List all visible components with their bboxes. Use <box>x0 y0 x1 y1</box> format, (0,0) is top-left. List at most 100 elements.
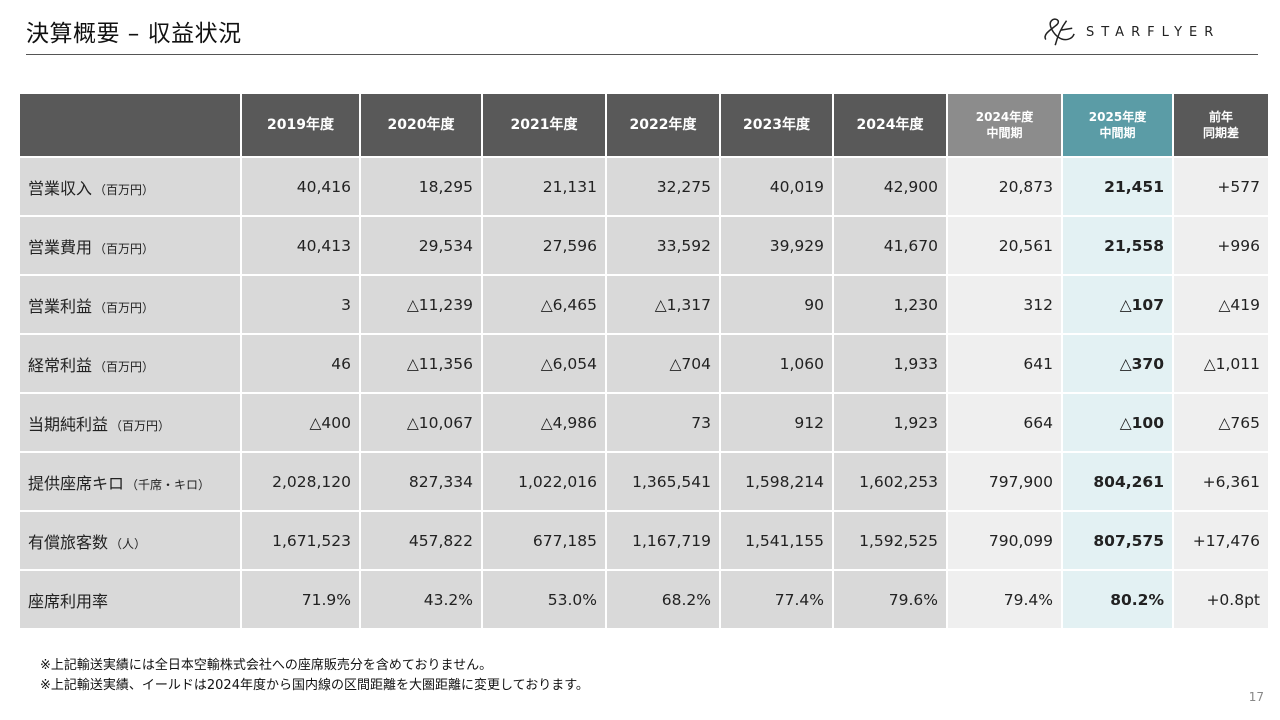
table-cell: 42,900 <box>834 158 948 217</box>
table-cell: 90 <box>721 276 834 335</box>
table-cell: 20,561 <box>948 217 1063 276</box>
table-cell: 71.9% <box>242 571 361 630</box>
table-cell: 80.2% <box>1063 571 1174 630</box>
row-label: 経常利益 （百万円） <box>20 335 242 394</box>
table-cell: 68.2% <box>607 571 721 630</box>
table-cell: 3 <box>242 276 361 335</box>
table-cell: △1,011 <box>1174 335 1270 394</box>
row-label: 営業収入 （百万円） <box>20 158 242 217</box>
row-label: 有償旅客数 （人） <box>20 512 242 571</box>
table-cell: 1,060 <box>721 335 834 394</box>
table-cell: 797,900 <box>948 453 1063 512</box>
brand-logo: STARFLYER <box>1040 14 1260 50</box>
table-row: 営業利益 （百万円） 3 △11,239 △6,465 △1,317 90 1,230 312 △… <box>20 276 1270 335</box>
table-row: 提供座席キロ （千席・キロ） 2,028,120 827,334 1,022,016 1,… <box>20 453 1270 512</box>
table-cell: △765 <box>1174 394 1270 453</box>
column-header: 2022年度 <box>607 94 721 158</box>
table-cell: 1,365,541 <box>607 453 721 512</box>
table-cell: △6,465 <box>483 276 607 335</box>
column-header: 2020年度 <box>361 94 483 158</box>
page-title: 決算概要 – 収益状況 <box>26 21 242 47</box>
table-cell: △107 <box>1063 276 1174 335</box>
row-unit: （百万円） <box>94 359 155 374</box>
table-cell: 457,822 <box>361 512 483 571</box>
column-header: 2021年度 <box>483 94 607 158</box>
table-cell: △4,986 <box>483 394 607 453</box>
table-cell: 27,596 <box>483 217 607 276</box>
row-label-text: 座席利用率 <box>28 591 109 611</box>
row-unit: （百万円） <box>110 418 171 433</box>
table-cell: 43.2% <box>361 571 483 630</box>
row-label-text: 当期純利益 <box>28 414 109 434</box>
table-cell: +6,361 <box>1174 453 1270 512</box>
table-cell: 40,416 <box>242 158 361 217</box>
table-cell: 1,167,719 <box>607 512 721 571</box>
table-cell: 40,019 <box>721 158 834 217</box>
table-cell: 2,028,120 <box>242 453 361 512</box>
row-label-text: 営業収入 <box>28 178 93 198</box>
table-row: 営業費用 （百万円） 40,413 29,534 27,596 33,592 39,929 4… <box>20 217 1270 276</box>
row-label: 営業利益 （百万円） <box>20 276 242 335</box>
row-label-text: 営業利益 <box>28 296 93 316</box>
table-cell: 39,929 <box>721 217 834 276</box>
row-label: 当期純利益 （百万円） <box>20 394 242 453</box>
table-cell: 79.6% <box>834 571 948 630</box>
table-cell: △10,067 <box>361 394 483 453</box>
table-cell: 21,131 <box>483 158 607 217</box>
table-cell: +17,476 <box>1174 512 1270 571</box>
row-unit: （百万円） <box>94 182 155 197</box>
table-cell: 1,923 <box>834 394 948 453</box>
footnotes: ※上記輸送実績には全日本空輸株式会社への座席販売分を含めておりません。 ※上記輸… <box>40 656 589 696</box>
table-cell: 664 <box>948 394 1063 453</box>
table-cell: 1,541,155 <box>721 512 834 571</box>
table-cell: 29,534 <box>361 217 483 276</box>
column-header: 2023年度 <box>721 94 834 158</box>
row-label: 座席利用率 <box>20 571 242 630</box>
column-header: 2024年度 <box>834 94 948 158</box>
row-unit: （百万円） <box>94 300 155 315</box>
table-cell: 912 <box>721 394 834 453</box>
table-cell: 79.4% <box>948 571 1063 630</box>
footnote: ※上記輸送実績には全日本空輸株式会社への座席販売分を含めておりません。 <box>40 658 493 673</box>
table-cell: 807,575 <box>1063 512 1174 571</box>
table-cell: 827,334 <box>361 453 483 512</box>
table-cell: +577 <box>1174 158 1270 217</box>
table-cell: 1,933 <box>834 335 948 394</box>
row-label-text: 提供座席キロ <box>28 473 125 493</box>
footnote: ※上記輸送実績、イールドは2024年度から国内線の区間距離を大圏距離に変更してお… <box>40 678 589 693</box>
table-cell: 1,230 <box>834 276 948 335</box>
row-unit: （百万円） <box>94 241 155 256</box>
page-number: 17 <box>1248 690 1264 704</box>
table-cell: △400 <box>242 394 361 453</box>
table-row: 座席利用率 71.9% 43.2% 53.0% 68.2% 77.4% 79.6% 79.4%… <box>20 571 1270 630</box>
table-row: 有償旅客数 （人） 1,671,523 457,822 677,185 1,167,719… <box>20 512 1270 571</box>
table-cell: 1,598,214 <box>721 453 834 512</box>
table-cell: +0.8pt <box>1174 571 1270 630</box>
table-cell: △370 <box>1063 335 1174 394</box>
table-cell: △419 <box>1174 276 1270 335</box>
table-cell: 77.4% <box>721 571 834 630</box>
table-cell: 312 <box>948 276 1063 335</box>
table-cell: 33,592 <box>607 217 721 276</box>
column-header: 2024年度 中間期 <box>948 94 1063 158</box>
table-cell: 32,275 <box>607 158 721 217</box>
starflyer-logo-icon <box>1044 18 1075 46</box>
table-cell: 41,670 <box>834 217 948 276</box>
table-cell: 53.0% <box>483 571 607 630</box>
table-row: 営業収入 （百万円） 40,416 18,295 21,131 32,275 40,019 4… <box>20 158 1270 217</box>
row-label-text: 営業費用 <box>28 237 93 257</box>
table-cell: △11,356 <box>361 335 483 394</box>
column-header: 前年 同期差 <box>1174 94 1270 158</box>
table-cell: 641 <box>948 335 1063 394</box>
table-cell: 20,873 <box>948 158 1063 217</box>
table-cell: △1,317 <box>607 276 721 335</box>
table-cell: 21,558 <box>1063 217 1174 276</box>
header-corner <box>20 94 242 158</box>
row-unit: （千席・キロ） <box>126 477 211 492</box>
table-cell: △6,054 <box>483 335 607 394</box>
column-header: 2019年度 <box>242 94 361 158</box>
financial-summary-table: 2019年度 2020年度 2021年度 2022年度 2023年度 2024年度 2024… <box>20 94 1270 630</box>
title-divider <box>26 54 1258 55</box>
table-cell: +996 <box>1174 217 1270 276</box>
table-cell: 1,592,525 <box>834 512 948 571</box>
